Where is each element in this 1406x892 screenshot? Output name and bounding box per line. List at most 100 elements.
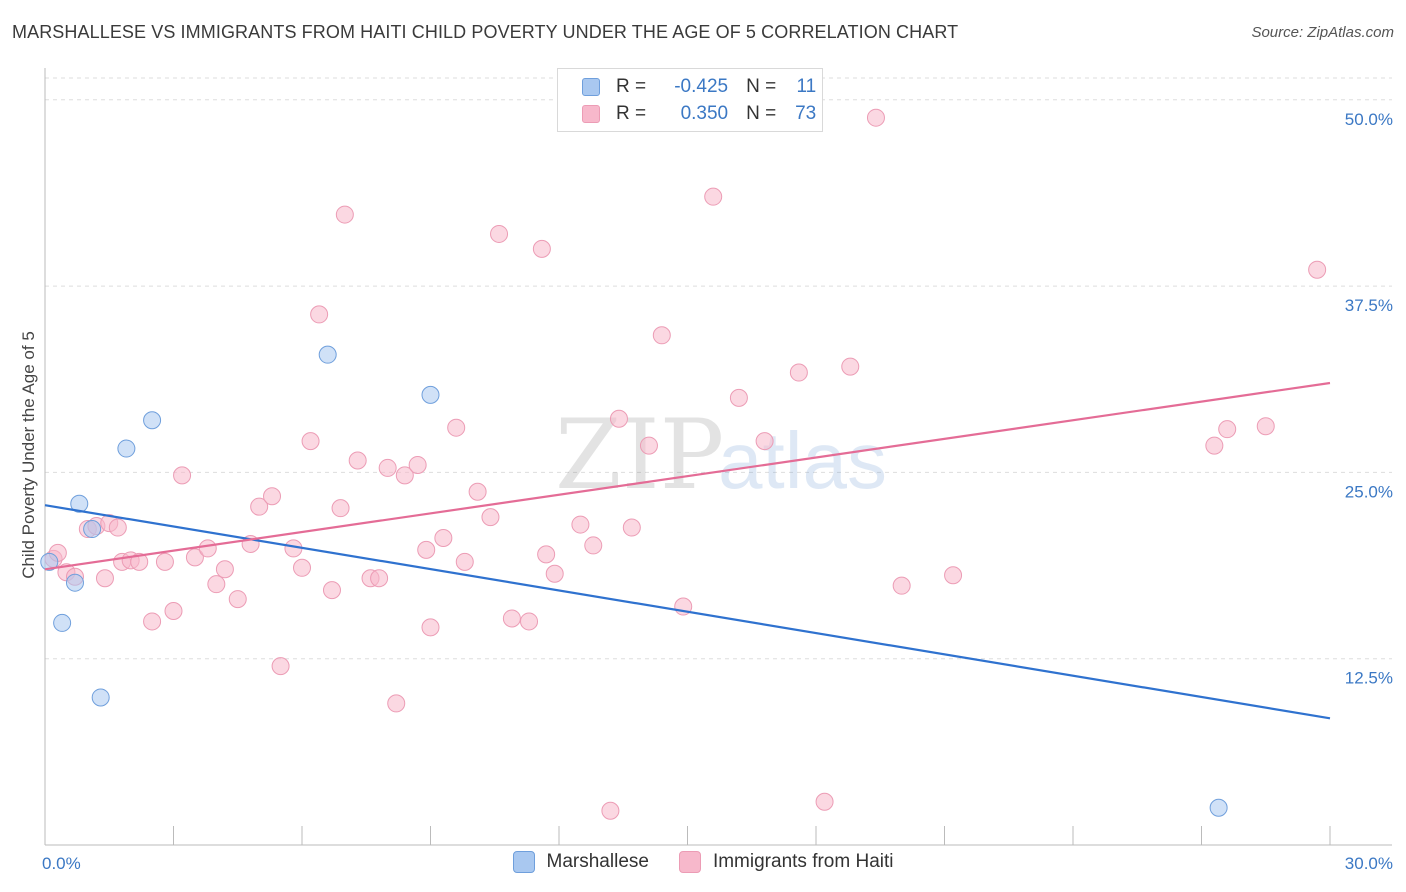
haiti-point bbox=[1256, 417, 1275, 436]
series-legend-label: Immigrants from Haiti bbox=[712, 851, 894, 872]
marshallese-point bbox=[117, 439, 136, 458]
haiti-point bbox=[164, 602, 183, 621]
series-legend-label: Marshallese bbox=[546, 851, 649, 872]
haiti-point bbox=[378, 458, 397, 477]
y-tick-label: 25.0% bbox=[1345, 482, 1393, 501]
haiti-point bbox=[95, 569, 114, 588]
haiti-point bbox=[293, 558, 311, 577]
chart-title: MARSHALLESE VS IMMIGRANTS FROM HAITI CHI… bbox=[12, 22, 959, 42]
haiti-point bbox=[455, 552, 474, 571]
haiti-point bbox=[481, 508, 500, 527]
haiti-point bbox=[537, 545, 556, 564]
legend-r-label: R = bbox=[616, 76, 647, 97]
haiti-point bbox=[841, 357, 860, 376]
haiti-point bbox=[571, 515, 590, 534]
haiti-point bbox=[1205, 436, 1224, 455]
legend-n-label: N = bbox=[746, 103, 777, 124]
haiti-point bbox=[584, 536, 603, 555]
haiti-point bbox=[198, 539, 217, 558]
haiti-point bbox=[601, 801, 620, 820]
legend-r-label: R = bbox=[616, 103, 647, 124]
y-tick-label: 12.5% bbox=[1345, 669, 1393, 688]
legend-n-value: 73 bbox=[795, 103, 817, 124]
legend-swatch-haiti bbox=[582, 105, 600, 123]
series-legend-haiti[interactable]: Immigrants from Haiti bbox=[678, 851, 894, 873]
x-tick-label: 30.0% bbox=[1345, 854, 1393, 873]
haiti-point bbox=[395, 466, 414, 485]
y-tick-label: 37.5% bbox=[1345, 296, 1393, 315]
haiti-point bbox=[130, 552, 149, 571]
haiti-point bbox=[250, 497, 269, 516]
haiti-point bbox=[490, 224, 509, 243]
haiti-point bbox=[263, 487, 282, 506]
marshallese-point bbox=[143, 411, 162, 430]
series-swatch-haiti bbox=[678, 851, 701, 873]
haiti-point bbox=[348, 451, 367, 470]
tick-labels: 12.5% 25.0% 37.5% 50.0% 0.0% 30.0% bbox=[42, 110, 1393, 873]
series-legend-marshallese[interactable]: Marshallese bbox=[512, 851, 649, 873]
haiti-point bbox=[155, 552, 174, 571]
haiti-point bbox=[866, 108, 885, 127]
haiti-point bbox=[301, 432, 320, 451]
haiti-point bbox=[1218, 420, 1237, 439]
haiti-point bbox=[622, 518, 641, 537]
haiti-point bbox=[173, 466, 192, 485]
legend-n-value: 11 bbox=[796, 76, 817, 97]
haiti-point bbox=[944, 566, 963, 585]
marshallese-point bbox=[91, 688, 110, 707]
haiti-point bbox=[370, 569, 389, 588]
haiti-point bbox=[310, 305, 329, 324]
grid-lines bbox=[45, 77, 1392, 660]
watermark-zip: ZIP bbox=[555, 399, 724, 511]
legend-row-marshallese: R = -0.425 N = 11 bbox=[582, 75, 816, 99]
marshallese-point bbox=[65, 573, 84, 592]
haiti-point bbox=[387, 694, 406, 713]
marshallese-point bbox=[83, 520, 102, 539]
haiti-trend-line bbox=[44, 381, 1331, 571]
marshallese-point bbox=[70, 494, 89, 513]
haiti-point bbox=[434, 528, 453, 547]
marshallese-point bbox=[318, 345, 337, 364]
haiti-point bbox=[652, 326, 671, 345]
haiti-point bbox=[815, 792, 834, 811]
legend-r-value: 0.350 bbox=[680, 103, 729, 124]
haiti-point bbox=[789, 363, 808, 382]
x-tick-label: 0.0% bbox=[42, 854, 81, 873]
haiti-point bbox=[417, 540, 436, 559]
legend-swatch-marshallese bbox=[582, 78, 600, 96]
marshallese-trend-line bbox=[44, 504, 1331, 720]
legend-r-value: -0.425 bbox=[674, 76, 729, 97]
data-points bbox=[40, 108, 1327, 820]
haiti-point bbox=[331, 499, 350, 518]
haiti-point bbox=[468, 482, 487, 501]
legend-row-haiti: R = 0.350 N = 73 bbox=[582, 102, 816, 126]
haiti-point bbox=[228, 590, 247, 609]
marshallese-point bbox=[1209, 798, 1228, 817]
series-swatch-marshallese bbox=[512, 851, 535, 873]
haiti-point bbox=[704, 187, 723, 206]
haiti-point bbox=[408, 455, 427, 474]
haiti-point bbox=[520, 612, 539, 631]
haiti-point bbox=[271, 657, 290, 676]
haiti-point bbox=[892, 576, 911, 595]
y-tick-label: 50.0% bbox=[1345, 110, 1393, 129]
haiti-point bbox=[532, 239, 551, 258]
marshallese-point bbox=[40, 552, 59, 571]
marshallese-point bbox=[53, 613, 72, 632]
watermark: ZIP atlas bbox=[555, 399, 887, 511]
trend-lines bbox=[44, 381, 1331, 720]
haiti-point bbox=[545, 564, 564, 583]
haiti-point bbox=[322, 581, 341, 600]
haiti-point bbox=[639, 436, 658, 455]
haiti-point bbox=[755, 432, 774, 451]
axes bbox=[44, 68, 1392, 846]
haiti-point bbox=[502, 609, 521, 628]
haiti-point bbox=[143, 612, 162, 631]
haiti-point bbox=[421, 618, 440, 637]
legend-n-label: N = bbox=[746, 76, 777, 97]
haiti-point bbox=[447, 418, 466, 437]
marshallese-point bbox=[421, 385, 440, 404]
haiti-point bbox=[729, 388, 748, 407]
haiti-point bbox=[108, 518, 127, 537]
haiti-point bbox=[185, 548, 204, 567]
